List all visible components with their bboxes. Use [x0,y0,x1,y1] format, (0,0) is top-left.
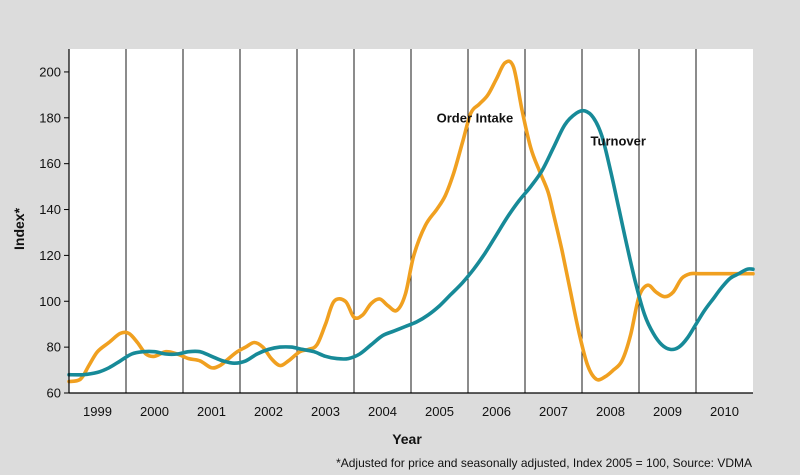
x-tick-label: 2009 [653,404,682,419]
x-tick-label: 2005 [425,404,454,419]
y-tick-label: 140 [39,202,61,217]
series-annotation: Turnover [591,133,646,148]
y-tick-label: 120 [39,248,61,263]
x-tick-label: 2007 [539,404,568,419]
x-tick-label: 2006 [482,404,511,419]
x-tick-label: 2010 [710,404,739,419]
x-tick-label: 2001 [197,404,226,419]
series-annotation: Order Intake [437,110,514,125]
y-tick-label: 80 [47,340,61,355]
x-tick-label: 1999 [83,404,112,419]
x-tick-label: 2004 [368,404,397,419]
x-axis-title: Year [392,431,422,447]
y-tick-label: 200 [39,64,61,79]
y-tick-label: 60 [47,386,61,401]
x-tick-label: 2003 [311,404,340,419]
footnote: *Adjusted for price and seasonally adjus… [336,456,752,470]
series-line-turnover [67,108,755,377]
y-tick-label: 160 [39,156,61,171]
y-axis-title: Index* [11,207,27,250]
y-tick-label: 100 [39,294,61,309]
y-tick-label: 180 [39,110,61,125]
x-tick-label: 2008 [596,404,625,419]
x-tick-label: 2002 [254,404,283,419]
x-tick-label: 2000 [140,404,169,419]
series-line-order-intake [67,59,755,384]
